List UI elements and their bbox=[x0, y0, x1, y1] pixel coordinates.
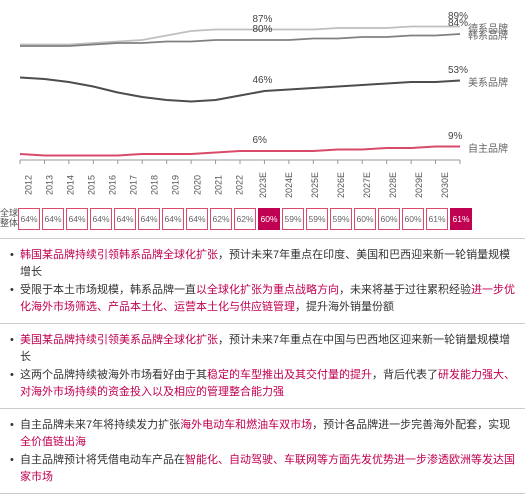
year-tick: 2015 bbox=[87, 174, 97, 195]
year-tick: 2024E bbox=[284, 172, 294, 198]
year-tick: 2020 bbox=[192, 174, 202, 195]
text-run: 自主品牌未来7年将持续发力扩张 bbox=[20, 419, 180, 431]
year-tick: 2016 bbox=[108, 174, 118, 195]
year-tick: 2023E bbox=[258, 172, 268, 198]
year-tick: 2014 bbox=[66, 174, 76, 195]
global-cell: 64% bbox=[186, 208, 208, 230]
x-axis-years: 2012201320142015201620172018201920202021… bbox=[18, 180, 458, 190]
global-cell: 60% bbox=[354, 208, 376, 230]
global-cell: 60% bbox=[258, 208, 280, 230]
bullet: 这两个品牌持续被海外市场看好由于其稳定的车型推出及其交付量的提升，背后代表了研发… bbox=[10, 367, 515, 400]
bullet: 自主品牌未来7年将持续发力扩张海外电动车和燃油车双市场，预计各品牌进一步完善海外… bbox=[10, 417, 515, 450]
text-run: 美国某品牌持续引领美系品牌全球化扩张 bbox=[20, 334, 218, 346]
global-cell: 60% bbox=[402, 208, 424, 230]
global-cell: 64% bbox=[90, 208, 112, 230]
year-tick: 2028E bbox=[388, 172, 398, 198]
year-tick: 2019 bbox=[171, 174, 181, 195]
text-run: 这两个品牌持续被海外市场看好由于其 bbox=[20, 369, 207, 381]
global-total-row: 全球整体 64%64%64%64%64%64%64%64%62%62%60%59… bbox=[0, 208, 525, 230]
line-chart: 德系品牌87%89%韩系品牌80%84%美系品牌46%53%自主品牌6%9% bbox=[0, 0, 525, 180]
global-cell: 61% bbox=[450, 208, 472, 230]
year-tick: 2022 bbox=[234, 174, 244, 195]
global-cell: 64% bbox=[66, 208, 88, 230]
year-tick: 2030E bbox=[440, 172, 450, 198]
bullet: 受限于本土市场规模，韩系品牌一直以全球化扩张为重点战略方向，未来将基于过往累积经… bbox=[10, 282, 515, 315]
series-domestic bbox=[20, 147, 460, 156]
text-run: ，提升海外销量份额 bbox=[295, 301, 394, 313]
series-american bbox=[20, 78, 460, 102]
year-tick: 2025E bbox=[310, 172, 320, 198]
text-run: 自主品牌预计将凭借电动车产品在 bbox=[20, 454, 185, 466]
global-cell: 62% bbox=[234, 208, 256, 230]
year-tick: 2012 bbox=[24, 174, 34, 195]
text-block: 自主品牌未来7年将持续发力扩张海外电动车和燃油车双市场，预计各品牌进一步完善海外… bbox=[0, 409, 525, 494]
text-run: 稳定的车型推出及其交付量的提升 bbox=[207, 369, 372, 381]
series-german bbox=[20, 27, 460, 45]
global-cell: 64% bbox=[18, 208, 40, 230]
global-cell: 64% bbox=[42, 208, 64, 230]
global-cell: 64% bbox=[162, 208, 184, 230]
year-tick: 2013 bbox=[45, 174, 55, 195]
text-run: 韩国某品牌持续引领韩系品牌全球化扩张 bbox=[20, 249, 218, 261]
callout-domestic: 6% bbox=[252, 135, 266, 146]
series-label-american: 美系品牌 bbox=[468, 74, 508, 89]
callout-american: 53% bbox=[448, 65, 468, 76]
text-run: 受限于本土市场规模，韩系品牌一直 bbox=[20, 284, 196, 296]
text-run: 海外电动车和燃油车双市场 bbox=[180, 419, 312, 431]
callout-german: 87% bbox=[252, 14, 272, 25]
global-cell: 64% bbox=[114, 208, 136, 230]
global-cell: 59% bbox=[306, 208, 328, 230]
year-tick: 2017 bbox=[129, 174, 139, 195]
text-run: ，预计各品牌进一步完善海外配套，实现 bbox=[312, 419, 510, 431]
text-block: 韩国某品牌持续引领韩系品牌全球化扩张，预计未来7年重点在印度、美国和巴西迎来新一… bbox=[0, 238, 525, 324]
global-cell: 61% bbox=[426, 208, 448, 230]
bullet: 自主品牌预计将凭借电动车产品在智能化、自动驾驶、车联网等方面先发优势进一步渗透欧… bbox=[10, 452, 515, 485]
callout-korean: 84% bbox=[448, 18, 468, 29]
global-total-cells: 64%64%64%64%64%64%64%64%62%62%60%59%59%5… bbox=[18, 208, 525, 230]
global-cell: 59% bbox=[282, 208, 304, 230]
year-tick: 2029E bbox=[414, 172, 424, 198]
year-tick: 2021 bbox=[213, 174, 223, 195]
callout-domestic: 9% bbox=[448, 131, 462, 142]
text-run: ，背后代表了 bbox=[372, 369, 438, 381]
series-label-korean: 韩系品牌 bbox=[468, 27, 508, 42]
global-cell: 60% bbox=[378, 208, 400, 230]
text-block: 美国某品牌持续引领美系品牌全球化扩张，预计未来7年重点在中国与巴西地区迎来新一轮… bbox=[0, 324, 525, 409]
callout-american: 46% bbox=[252, 75, 272, 86]
text-blocks: 韩国某品牌持续引领韩系品牌全球化扩张，预计未来7年重点在印度、美国和巴西迎来新一… bbox=[0, 238, 525, 494]
global-total-label: 全球整体 bbox=[0, 209, 18, 229]
callout-korean: 80% bbox=[252, 24, 272, 35]
bullet: 韩国某品牌持续引领韩系品牌全球化扩张，预计未来7年重点在印度、美国和巴西迎来新一… bbox=[10, 247, 515, 280]
bullet: 美国某品牌持续引领美系品牌全球化扩张，预计未来7年重点在中国与巴西地区迎来新一轮… bbox=[10, 332, 515, 365]
text-run: 全价值链出海 bbox=[20, 436, 86, 448]
year-tick: 2026E bbox=[336, 172, 346, 198]
global-cell: 62% bbox=[210, 208, 232, 230]
text-run: ，未来将基于过往累积经验 bbox=[339, 284, 471, 296]
series-label-domestic: 自主品牌 bbox=[468, 140, 508, 155]
year-tick: 2018 bbox=[150, 174, 160, 195]
text-run: 以全球化扩张为重点战略方向 bbox=[196, 284, 339, 296]
series-korean bbox=[20, 34, 460, 46]
global-cell: 59% bbox=[330, 208, 352, 230]
year-tick: 2027E bbox=[362, 172, 372, 198]
global-cell: 64% bbox=[138, 208, 160, 230]
